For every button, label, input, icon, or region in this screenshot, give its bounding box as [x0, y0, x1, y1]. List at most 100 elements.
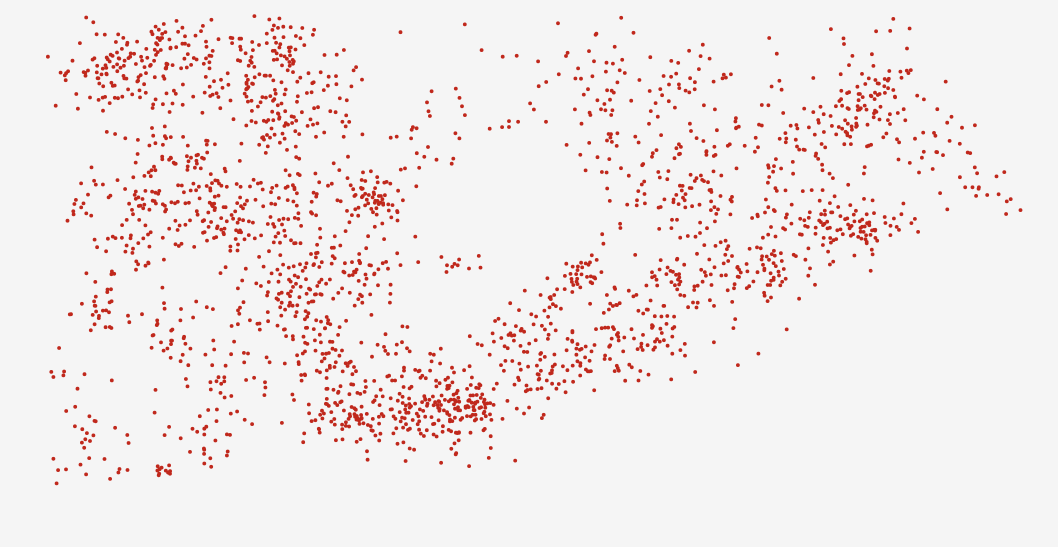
map-point	[670, 334, 675, 339]
map-point	[759, 103, 764, 107]
map-point	[449, 161, 454, 166]
map-point	[407, 349, 412, 354]
map-point	[901, 107, 906, 112]
map-point	[212, 236, 216, 240]
map-point	[101, 182, 105, 187]
map-point	[895, 137, 899, 142]
map-point	[324, 315, 329, 319]
map-point	[607, 344, 612, 349]
map-point	[687, 186, 692, 190]
map-point	[270, 28, 275, 32]
map-point	[376, 267, 381, 272]
map-point	[444, 270, 449, 274]
map-point	[871, 64, 876, 68]
map-point	[120, 47, 124, 51]
map-point	[662, 197, 667, 202]
map-point	[857, 219, 862, 224]
map-point	[474, 385, 479, 390]
map-point	[312, 27, 316, 32]
map-point	[457, 136, 462, 141]
map-point	[616, 331, 620, 335]
map-point	[715, 128, 719, 133]
map-point	[691, 300, 695, 305]
map-point	[347, 120, 352, 124]
map-point	[236, 308, 240, 313]
map-point	[719, 273, 724, 278]
map-point	[450, 380, 455, 385]
map-point	[333, 360, 338, 365]
map-point	[208, 94, 213, 98]
map-point	[274, 296, 279, 301]
map-point	[79, 205, 84, 210]
map-point	[499, 336, 504, 340]
map-point	[69, 312, 73, 317]
map-point	[329, 261, 334, 266]
map-point	[380, 261, 385, 266]
map-point	[803, 224, 807, 228]
map-point	[762, 293, 767, 298]
map-point	[102, 457, 107, 461]
map-point	[96, 98, 101, 102]
map-point	[720, 76, 725, 81]
map-point	[570, 280, 574, 284]
map-point	[295, 79, 300, 84]
map-point	[819, 142, 824, 146]
map-point	[256, 181, 260, 186]
map-point	[104, 249, 108, 254]
map-point	[259, 180, 263, 185]
map-point	[110, 84, 115, 88]
map-point	[764, 197, 768, 202]
map-point	[744, 286, 749, 290]
map-point	[140, 312, 144, 317]
map-point	[579, 272, 584, 277]
map-point	[214, 379, 219, 384]
map-point	[547, 305, 552, 310]
map-point	[726, 244, 731, 249]
map-point	[350, 372, 355, 377]
map-point	[594, 258, 599, 262]
map-point	[138, 95, 142, 100]
map-point	[453, 452, 458, 457]
map-point	[636, 308, 641, 313]
map-point	[259, 284, 263, 288]
map-point	[292, 241, 296, 246]
map-point	[272, 132, 277, 137]
map-point	[733, 119, 738, 124]
map-point	[434, 378, 438, 383]
map-point	[172, 88, 176, 93]
map-point	[771, 278, 776, 282]
map-point	[133, 160, 138, 165]
map-point	[49, 370, 54, 374]
map-point	[97, 81, 102, 86]
map-point	[56, 468, 60, 472]
map-point	[431, 432, 436, 437]
map-point	[343, 261, 347, 266]
map-point	[633, 134, 638, 139]
map-point	[173, 201, 177, 206]
map-point	[536, 377, 541, 382]
map-point	[921, 130, 926, 135]
map-point	[862, 224, 867, 229]
map-point	[238, 184, 243, 189]
map-point	[65, 218, 70, 223]
map-point	[960, 125, 964, 130]
map-point	[74, 92, 79, 96]
map-point	[317, 265, 322, 269]
map-point	[820, 162, 824, 167]
map-point	[581, 92, 586, 97]
map-point	[390, 378, 394, 383]
map-point	[650, 323, 654, 327]
map-point	[130, 251, 135, 255]
map-point	[802, 218, 807, 223]
map-point	[541, 412, 546, 417]
map-point	[612, 44, 617, 49]
map-point	[76, 106, 80, 111]
map-point	[264, 73, 268, 78]
map-point	[150, 126, 154, 130]
map-point	[755, 245, 759, 250]
map-point	[669, 74, 673, 79]
map-point	[310, 211, 314, 216]
map-point	[442, 408, 446, 413]
map-point	[250, 422, 255, 426]
map-point	[772, 248, 776, 253]
